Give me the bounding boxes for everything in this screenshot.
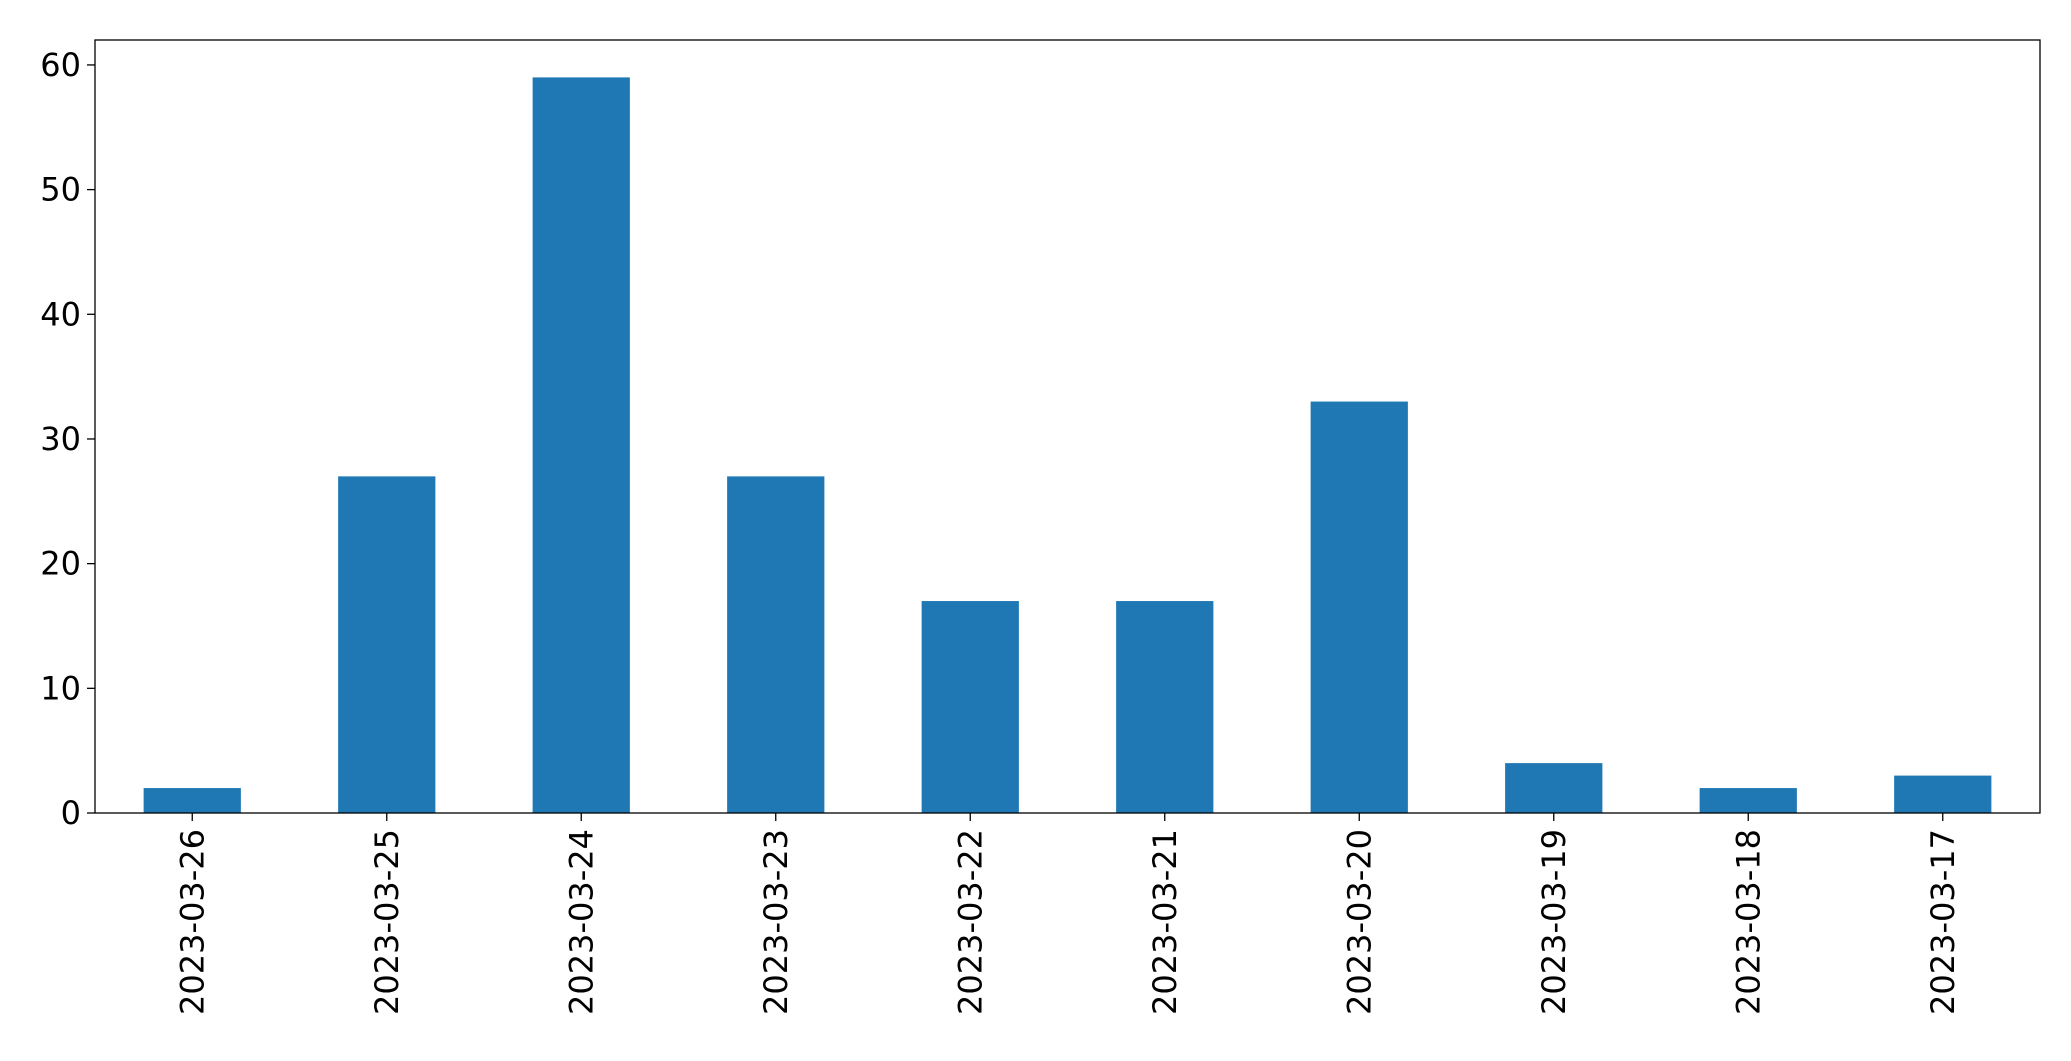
y-tick-label: 40 — [40, 295, 81, 333]
x-tick-label: 2023-03-23 — [757, 829, 795, 1015]
x-tick-label: 2023-03-19 — [1535, 829, 1573, 1015]
y-tick-label: 30 — [40, 420, 81, 458]
x-tick-label: 2023-03-22 — [951, 829, 989, 1015]
bars-group — [143, 77, 1992, 814]
y-axis: 0 10 20 30 40 50 60 — [40, 46, 95, 832]
bar-2023-03-22 — [921, 601, 1019, 813]
y-tick-label: 20 — [40, 545, 81, 583]
x-tick-label: 2023-03-21 — [1146, 829, 1184, 1015]
bar-2023-03-19 — [1505, 763, 1603, 813]
x-tick-label: 2023-03-20 — [1340, 829, 1378, 1015]
x-tick-label: 2023-03-26 — [173, 829, 211, 1015]
y-tick-label: 50 — [40, 171, 81, 209]
bar-2023-03-25 — [338, 476, 436, 813]
bar-2023-03-23 — [727, 476, 825, 813]
bar-2023-03-26 — [143, 788, 241, 813]
y-tick-label: 60 — [40, 46, 81, 84]
x-tick-label: 2023-03-25 — [368, 829, 406, 1015]
bar-2023-03-21 — [1116, 601, 1214, 813]
bar-2023-03-24 — [532, 77, 630, 814]
bar-2023-03-20 — [1310, 401, 1408, 813]
bar-2023-03-17 — [1894, 775, 1992, 813]
y-tick-label: 10 — [40, 669, 81, 707]
bar-2023-03-18 — [1699, 788, 1797, 813]
x-axis: 2023-03-26 2023-03-25 2023-03-24 2023-03-23… — [173, 813, 1962, 1015]
x-tick-label: 2023-03-24 — [562, 829, 600, 1015]
plot-area-frame — [94, 39, 2041, 814]
x-tick-label: 2023-03-17 — [1924, 829, 1962, 1015]
x-tick-label: 2023-03-18 — [1729, 829, 1767, 1015]
y-tick-label: 0 — [61, 794, 81, 832]
